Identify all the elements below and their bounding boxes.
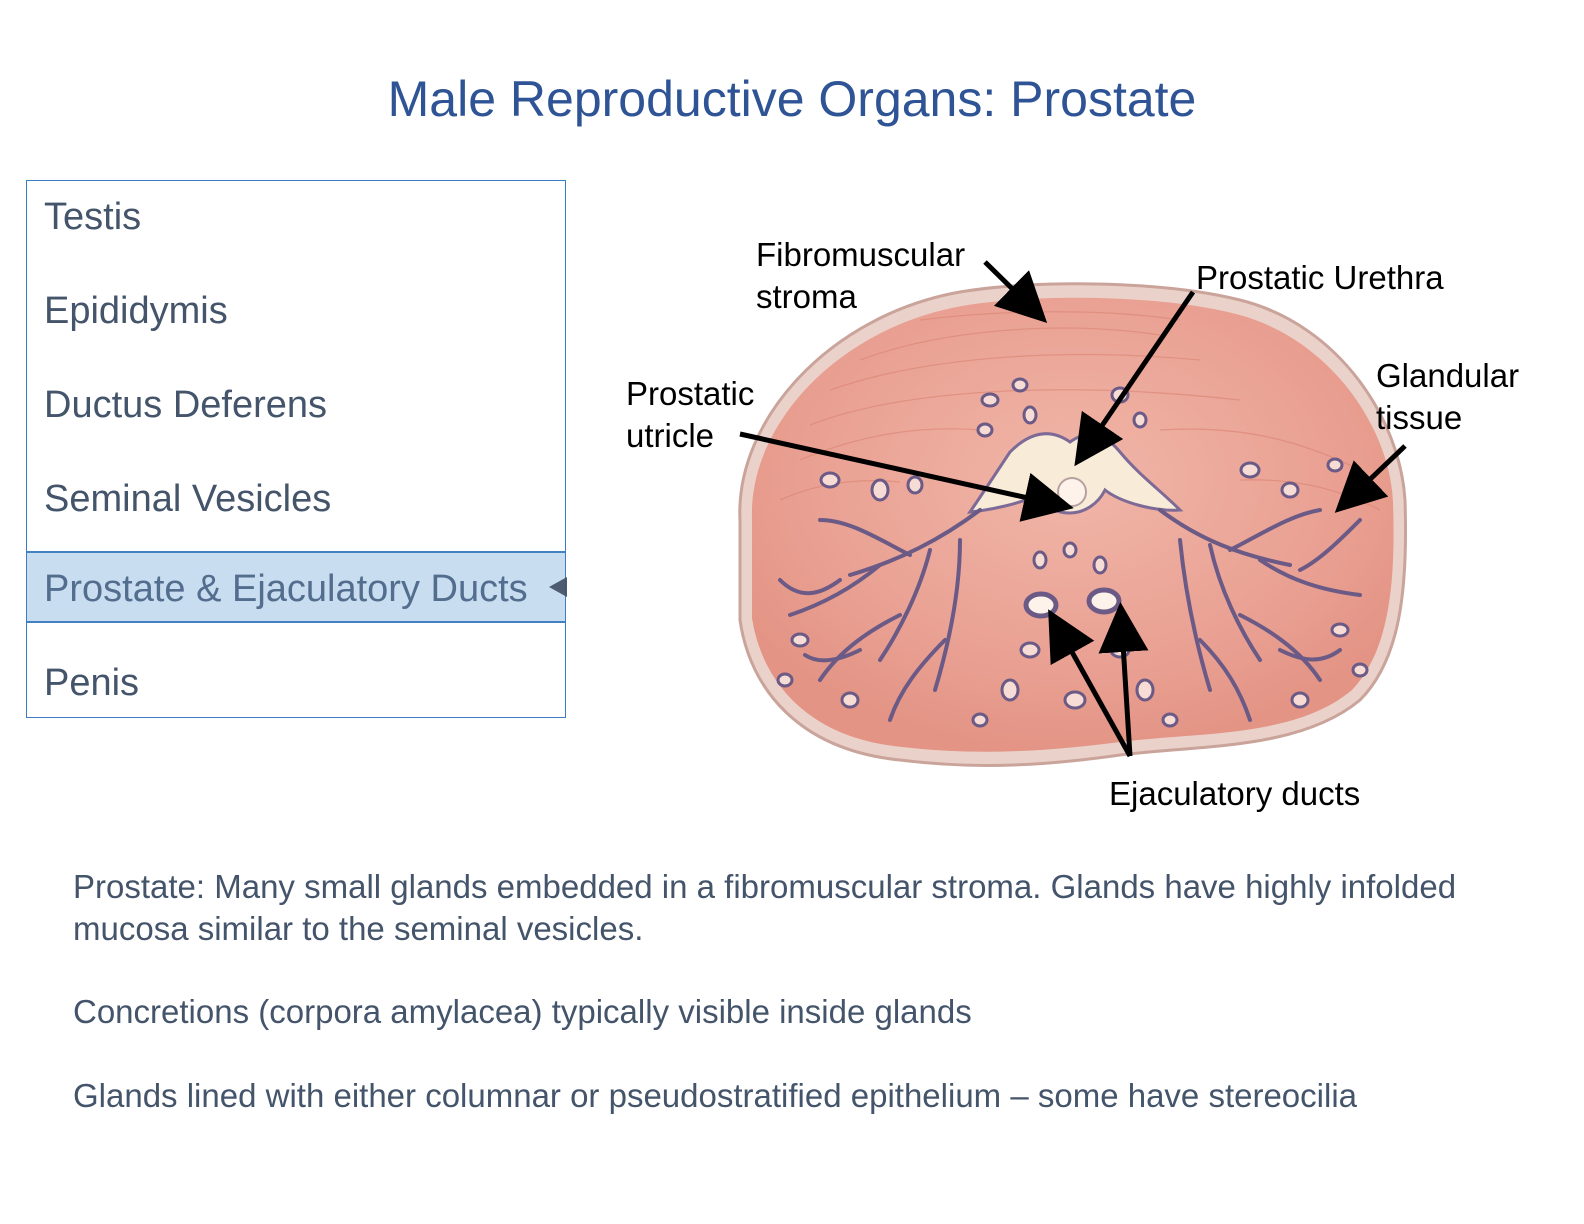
nav-item-prostate[interactable]: Prostate & Ejaculatory Ducts xyxy=(27,551,567,623)
nav-item-ductus-deferens[interactable]: Ductus Deferens xyxy=(27,369,565,441)
prostate-illustration xyxy=(738,260,1408,767)
description-concretions: Concretions (corpora amylacea) typically… xyxy=(73,993,972,1030)
prostatic-utricle xyxy=(1057,477,1087,507)
nav-item-label: Epididymis xyxy=(44,290,228,332)
label-fibromuscular-stroma: Fibromuscular stroma xyxy=(756,236,966,315)
nav-item-label: Testis xyxy=(44,196,142,238)
fibromuscular-stroma xyxy=(751,297,1394,752)
nav-item-label: Prostate & Ejaculatory Ducts xyxy=(44,568,528,610)
prostate-cross-section-diagram: Fibromuscular stroma Prostatic Urethra P… xyxy=(600,220,1560,840)
description-epithelium: Glands lined with either columnar or pse… xyxy=(73,1077,1358,1114)
page-title: Male Reproductive Organs: Prostate xyxy=(387,71,1197,127)
description-prostate: Prostate: Many small glands embedded in … xyxy=(73,868,1457,947)
nav-item-testis[interactable]: Testis xyxy=(27,181,565,253)
nav-item-label: Penis xyxy=(44,662,140,704)
nav-item-seminal-vesicles[interactable]: Seminal Vesicles xyxy=(27,463,565,535)
label-ejaculatory-ducts: Ejaculatory ducts xyxy=(1109,775,1361,812)
nav-item-epididymis[interactable]: Epididymis xyxy=(27,275,565,347)
nav-item-penis[interactable]: Penis xyxy=(27,647,565,719)
nav-item-label: Seminal Vesicles xyxy=(44,478,332,520)
label-prostatic-utricle: Prostatic utricle xyxy=(626,375,755,454)
glandular-tissue-right xyxy=(1158,508,1362,722)
small-glands xyxy=(776,377,1369,728)
annotation-arrows xyxy=(739,260,1407,758)
topic-nav: Testis Epididymis Ductus Deferens Semina… xyxy=(26,180,567,719)
glandular-tissue-left xyxy=(778,508,982,722)
current-indicator-icon xyxy=(549,577,567,597)
label-prostatic-urethra: Prostatic Urethra xyxy=(1196,259,1444,296)
nav-item-label: Ductus Deferens xyxy=(44,384,328,426)
label-glandular-tissue: Glandular tissue xyxy=(1376,357,1520,436)
